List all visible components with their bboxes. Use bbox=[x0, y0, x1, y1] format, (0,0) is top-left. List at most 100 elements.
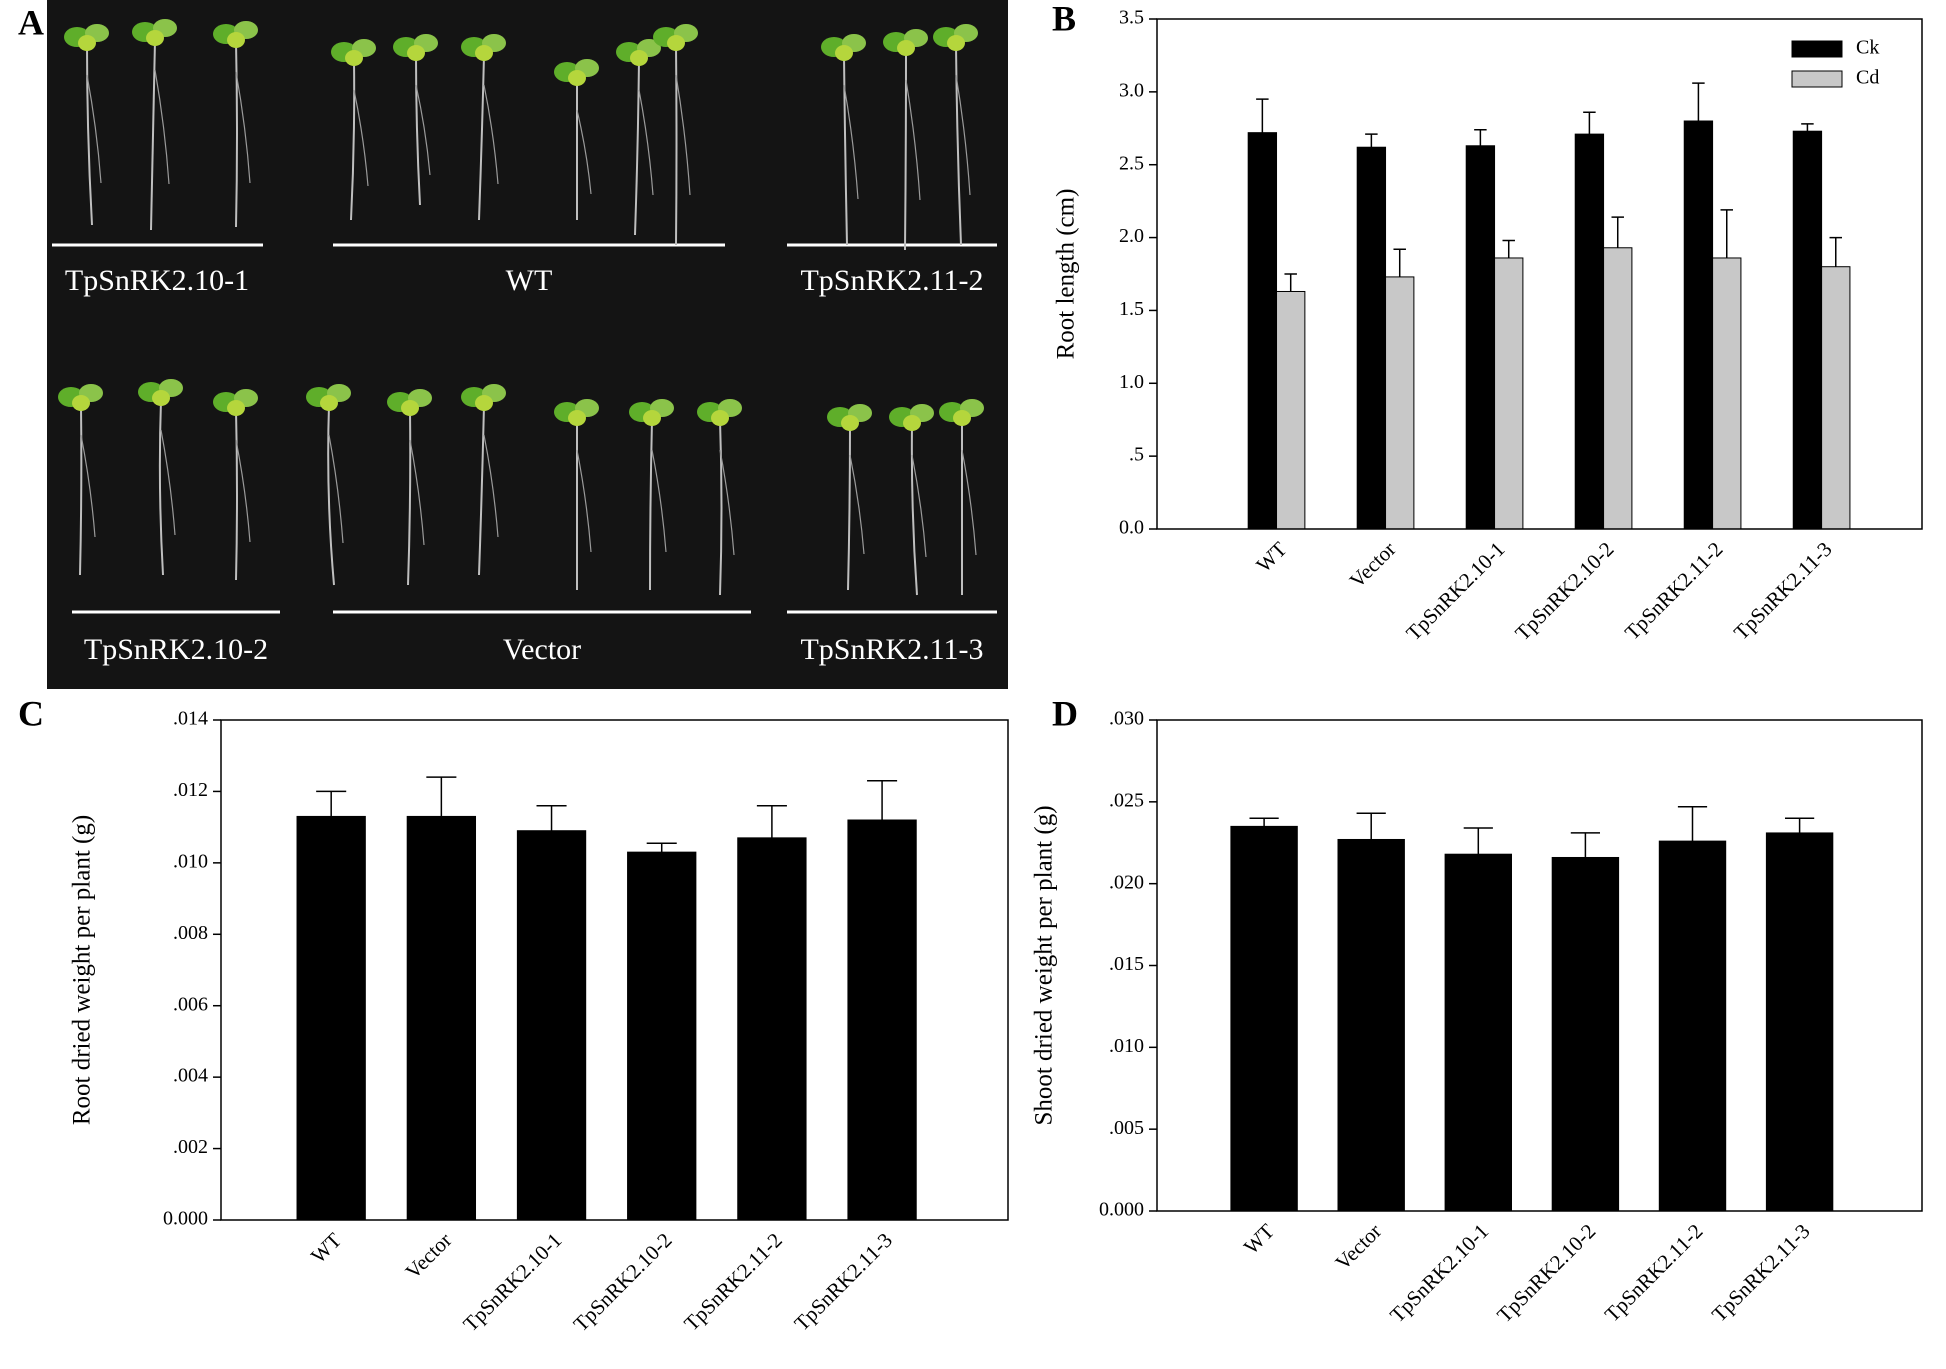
root bbox=[327, 404, 335, 586]
y-tick-label: 0.000 bbox=[163, 1208, 208, 1230]
leaf bbox=[345, 50, 363, 66]
photo-background bbox=[47, 0, 1008, 689]
leaf bbox=[835, 45, 853, 61]
root bbox=[409, 439, 425, 546]
root bbox=[847, 424, 851, 591]
root bbox=[719, 449, 735, 556]
x-tick-label: TpSnRK2.10-2 bbox=[569, 1228, 677, 1336]
x-tick-label: TpSnRK2.11-3 bbox=[1707, 1219, 1815, 1327]
photo-caption: TpSnRK2.11-3 bbox=[800, 633, 983, 666]
error-bar bbox=[1611, 216, 1624, 248]
root bbox=[651, 449, 667, 553]
root bbox=[353, 89, 369, 187]
photo-panel: A TpSnRK2.10-1 WT TpSnRK2.11-2 TpSnRK2.1… bbox=[18, 0, 1008, 689]
x-tick-label: WT bbox=[1239, 1219, 1279, 1259]
leaf bbox=[568, 70, 586, 86]
bar bbox=[1792, 130, 1823, 530]
error-bar bbox=[1356, 812, 1386, 840]
root bbox=[955, 74, 971, 196]
x-tick-label: TpSnRK2.10-1 bbox=[458, 1228, 566, 1336]
error-bar bbox=[1284, 273, 1297, 292]
bar bbox=[1385, 276, 1415, 530]
y-tick-label: 3.5 bbox=[1119, 7, 1144, 29]
leaf bbox=[78, 35, 96, 51]
error-bar bbox=[1570, 832, 1601, 858]
panel-label: D bbox=[1052, 693, 1078, 733]
root bbox=[910, 424, 918, 596]
root bbox=[634, 59, 640, 236]
root bbox=[160, 429, 176, 536]
leaf bbox=[953, 410, 971, 426]
bar bbox=[1444, 853, 1513, 1212]
y-tick-label: .008 bbox=[173, 922, 208, 944]
y-tick-label: .012 bbox=[173, 779, 208, 801]
error-bar bbox=[1463, 827, 1493, 855]
x-tick-label: TpSnRK2.11-3 bbox=[1729, 537, 1837, 645]
y-axis-title: Root dried weight per plant (g) bbox=[69, 815, 96, 1125]
photo-caption: TpSnRK2.11-2 bbox=[800, 264, 983, 297]
bar bbox=[1574, 133, 1605, 530]
bar bbox=[1356, 146, 1387, 530]
root bbox=[415, 84, 431, 176]
root bbox=[849, 454, 865, 555]
y-tick-label: .010 bbox=[1109, 1035, 1144, 1057]
photo-caption: TpSnRK2.10-1 bbox=[65, 264, 249, 297]
y-tick-label: 1.5 bbox=[1119, 298, 1144, 320]
x-tick-label: Vector bbox=[1330, 1219, 1386, 1275]
root bbox=[79, 404, 83, 576]
root bbox=[415, 54, 421, 206]
y-tick-label: .5 bbox=[1129, 444, 1144, 466]
root bbox=[843, 84, 859, 200]
bar bbox=[847, 819, 917, 1221]
error-bar bbox=[1365, 133, 1378, 148]
y-tick-label: 0.0 bbox=[1119, 517, 1144, 539]
y-tick-label: .002 bbox=[173, 1136, 208, 1158]
legend-label: Ck bbox=[1856, 37, 1879, 59]
bar bbox=[1465, 145, 1496, 530]
root bbox=[483, 84, 499, 185]
y-tick-label: .005 bbox=[1109, 1117, 1144, 1139]
legend-label: Cd bbox=[1856, 67, 1879, 89]
root bbox=[235, 439, 251, 543]
y-tick-label: 0.000 bbox=[1099, 1199, 1144, 1221]
root bbox=[154, 69, 170, 185]
x-tick-label: TpSnRK2.10-1 bbox=[1401, 537, 1509, 645]
x-tick-label: TpSnRK2.11-2 bbox=[679, 1228, 787, 1336]
error-bar bbox=[426, 776, 457, 817]
y-tick-label: .025 bbox=[1109, 789, 1144, 811]
legend-swatch bbox=[1791, 40, 1843, 58]
root bbox=[350, 59, 356, 221]
x-tick-label: Vector bbox=[401, 1228, 457, 1284]
root bbox=[235, 71, 251, 184]
chart-panel: CWT Vector TpSnRK2.10-1 TpSnRK2.10-2 TpSnRK2… bbox=[18, 693, 1009, 1336]
root bbox=[961, 449, 977, 556]
leaf bbox=[407, 45, 425, 61]
leaf bbox=[897, 40, 915, 56]
y-tick-label: .014 bbox=[173, 708, 208, 730]
y-tick-label: 3.0 bbox=[1119, 79, 1144, 101]
photo-caption: WT bbox=[506, 264, 553, 297]
error-bar bbox=[1474, 128, 1487, 146]
error-bar bbox=[1677, 805, 1708, 842]
bar bbox=[1551, 856, 1620, 1212]
y-tick-label: 1.0 bbox=[1119, 371, 1144, 393]
bar bbox=[1821, 266, 1851, 530]
root bbox=[158, 399, 164, 576]
y-tick-label: .004 bbox=[173, 1065, 208, 1087]
root bbox=[649, 419, 653, 591]
x-tick-label: TpSnRK2.10-1 bbox=[1385, 1219, 1493, 1327]
x-tick-label: TpSnRK2.11-2 bbox=[1620, 537, 1728, 645]
error-bar bbox=[646, 842, 677, 853]
leaf bbox=[475, 395, 493, 411]
error-bar bbox=[1720, 209, 1733, 258]
plot-frame bbox=[1156, 18, 1923, 530]
leaf bbox=[667, 35, 685, 51]
panel-label: B bbox=[1052, 0, 1076, 38]
leaf bbox=[841, 415, 859, 431]
leaf bbox=[72, 395, 90, 411]
bar bbox=[1276, 290, 1306, 530]
leaf bbox=[152, 390, 170, 406]
legend-swatch bbox=[1791, 70, 1843, 88]
